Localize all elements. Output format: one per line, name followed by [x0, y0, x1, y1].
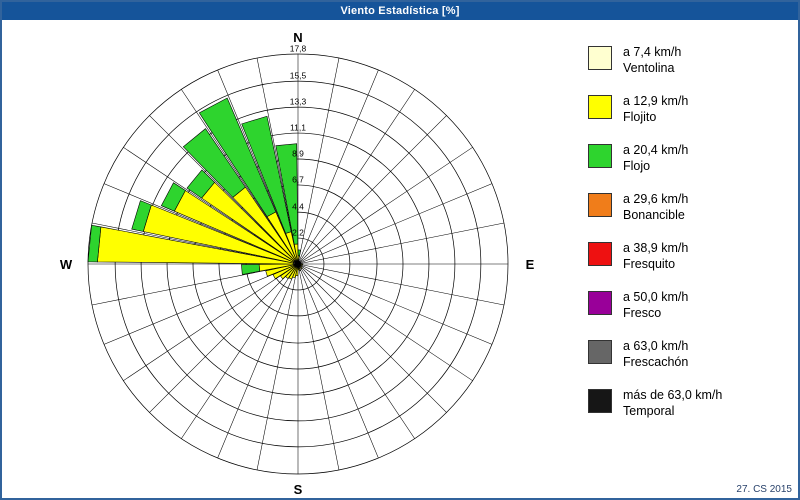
- svg-text:E: E: [526, 257, 535, 272]
- credit-text: 27. CS 2015: [736, 484, 792, 495]
- legend-label: a 12,9 km/h Flojito: [623, 94, 689, 124]
- svg-text:11,1: 11,1: [290, 123, 306, 133]
- legend-label: a 20,4 km/h Flojo: [623, 143, 689, 173]
- legend-item: a 38,9 km/h Fresquito: [588, 240, 788, 272]
- legend-swatch: [588, 95, 612, 119]
- legend-item: a 50,0 km/h Fresco: [588, 289, 788, 321]
- legend: a 7,4 km/h Ventolina a 12,9 km/h Flojito a 2…: [588, 44, 788, 436]
- windrose-chart: 2,2 4,4 6,7 8,9 11,1 13,3 15,5 17,8N S W E: [60, 30, 535, 497]
- svg-text:W: W: [60, 257, 73, 272]
- svg-text:13,3: 13,3: [290, 97, 307, 107]
- svg-text:2,2: 2,2: [292, 228, 304, 238]
- legend-item: a 7,4 km/h Ventolina: [588, 44, 788, 76]
- svg-text:4,4: 4,4: [292, 202, 304, 212]
- svg-text:8,9: 8,9: [292, 149, 304, 159]
- legend-item: a 12,9 km/h Flojito: [588, 93, 788, 125]
- legend-swatch: [588, 291, 612, 315]
- svg-text:6,7: 6,7: [292, 174, 304, 184]
- legend-label: más de 63,0 km/h Temporal: [623, 388, 723, 418]
- legend-swatch: [588, 46, 612, 70]
- title-bar: Viento Estadística [%]: [2, 2, 798, 20]
- legend-swatch: [588, 242, 612, 266]
- legend-swatch: [588, 193, 612, 217]
- legend-label: a 50,0 km/h Fresco: [623, 290, 689, 320]
- legend-swatch: [588, 144, 612, 168]
- window-title: Viento Estadística [%]: [340, 5, 460, 17]
- legend-label: a 38,9 km/h Fresquito: [623, 241, 689, 271]
- legend-label: a 7,4 km/h Ventolina: [623, 45, 682, 75]
- legend-item: a 29,6 km/h Bonancible: [588, 191, 788, 223]
- svg-text:15,5: 15,5: [290, 71, 307, 81]
- legend-item: a 20,4 km/h Flojo: [588, 142, 788, 174]
- svg-text:S: S: [294, 482, 303, 497]
- legend-item: a 63,0 km/h Frescachón: [588, 338, 788, 370]
- legend-label: a 29,6 km/h Bonancible: [623, 192, 689, 222]
- legend-swatch: [588, 340, 612, 364]
- legend-label: a 63,0 km/h Frescachón: [623, 339, 689, 369]
- svg-text:17,8: 17,8: [290, 44, 307, 54]
- legend-item: más de 63,0 km/h Temporal: [588, 387, 788, 419]
- svg-text:N: N: [293, 30, 302, 45]
- legend-swatch: [588, 389, 612, 413]
